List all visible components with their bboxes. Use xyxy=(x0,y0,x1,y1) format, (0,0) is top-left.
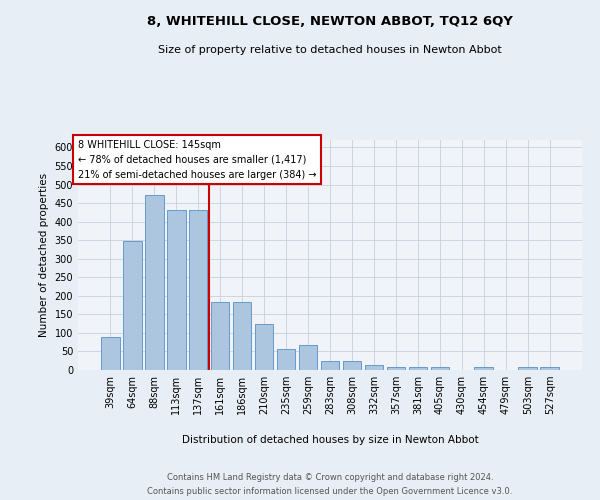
Bar xyxy=(277,349,295,370)
Bar xyxy=(475,367,493,370)
Text: 8, WHITEHILL CLOSE, NEWTON ABBOT, TQ12 6QY: 8, WHITEHILL CLOSE, NEWTON ABBOT, TQ12 6… xyxy=(147,15,513,28)
Bar xyxy=(145,195,164,370)
Bar xyxy=(431,367,449,370)
Text: Contains public sector information licensed under the Open Government Licence v3: Contains public sector information licen… xyxy=(148,488,512,496)
Bar xyxy=(409,367,427,370)
Bar xyxy=(233,302,251,370)
Bar xyxy=(101,336,119,370)
Bar xyxy=(189,210,208,370)
Bar xyxy=(386,367,405,370)
Text: Distribution of detached houses by size in Newton Abbot: Distribution of detached houses by size … xyxy=(182,435,478,445)
Bar xyxy=(518,367,537,370)
Text: Contains HM Land Registry data © Crown copyright and database right 2024.: Contains HM Land Registry data © Crown c… xyxy=(167,472,493,482)
Bar xyxy=(320,360,340,370)
Text: Size of property relative to detached houses in Newton Abbot: Size of property relative to detached ho… xyxy=(158,45,502,55)
Bar xyxy=(365,365,383,370)
Bar xyxy=(123,241,142,370)
Bar xyxy=(343,360,361,370)
Bar xyxy=(167,210,185,370)
Y-axis label: Number of detached properties: Number of detached properties xyxy=(39,173,49,337)
Bar xyxy=(299,345,317,370)
Bar xyxy=(541,367,559,370)
Bar xyxy=(211,302,229,370)
Text: 8 WHITEHILL CLOSE: 145sqm
← 78% of detached houses are smaller (1,417)
21% of se: 8 WHITEHILL CLOSE: 145sqm ← 78% of detac… xyxy=(78,140,317,179)
Bar xyxy=(255,324,274,370)
